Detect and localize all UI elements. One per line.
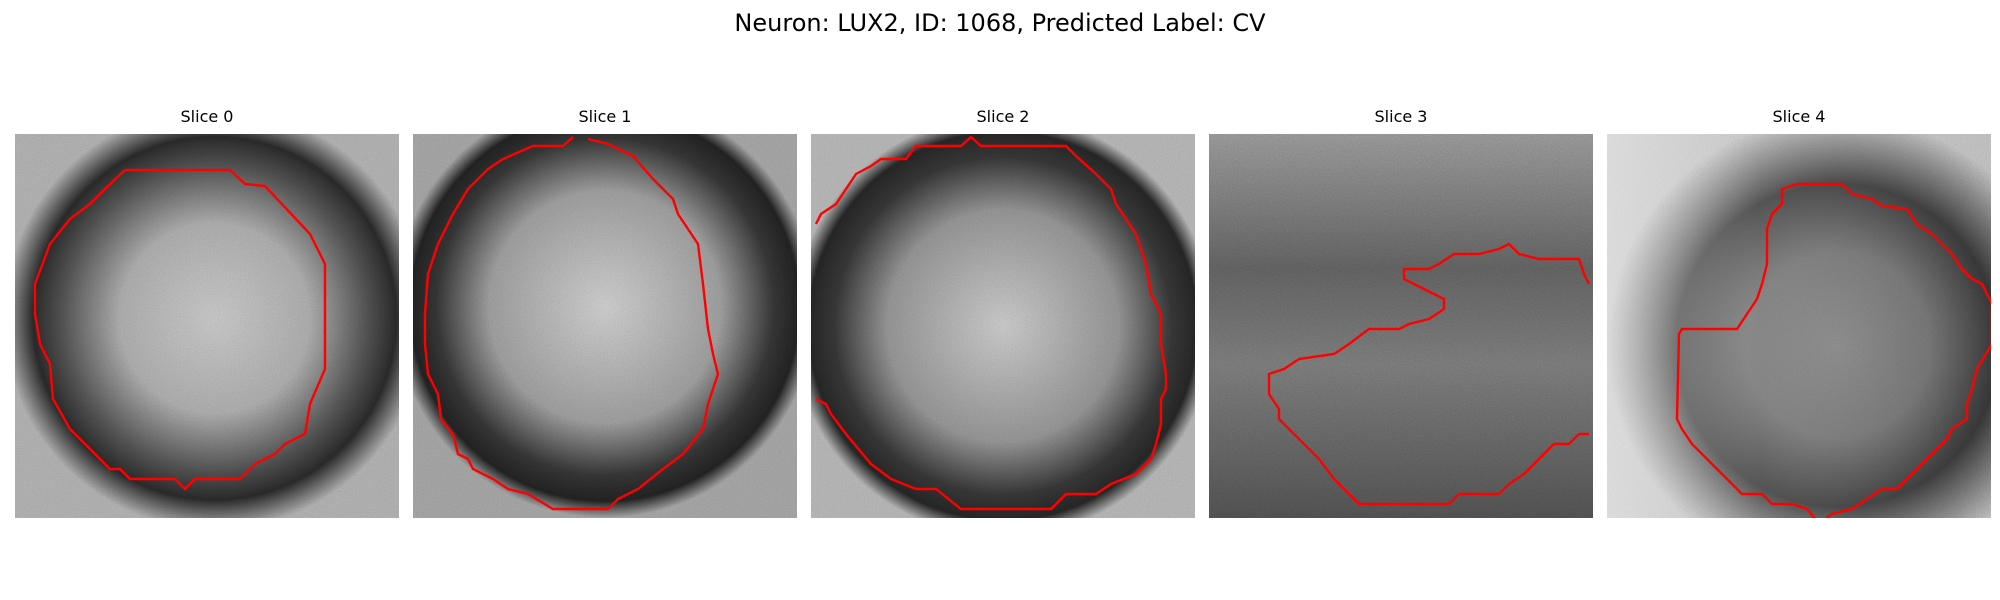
contour-line-1 [423, 136, 720, 511]
slice-panel-2: Slice 2 [811, 106, 1195, 522]
slice-title-2: Slice 2 [976, 107, 1030, 126]
slice-title-3: Slice 3 [1374, 107, 1428, 126]
contour-line-0 [33, 168, 327, 491]
slice-title-1: Slice 1 [578, 107, 632, 126]
slice-panel-4: Slice 4 [1607, 106, 1991, 522]
slice-panel-3: Slice 3 [1209, 106, 1593, 522]
slice-texture-0 [15, 134, 399, 518]
slice-texture-2 [811, 134, 1195, 518]
slice-image-0 [15, 134, 399, 518]
slice-texture-1 [413, 134, 797, 518]
slice-title-0: Slice 0 [180, 107, 234, 126]
slice-image-2 [811, 134, 1195, 518]
slice-image-3 [1209, 134, 1593, 518]
slice-image-4 [1607, 134, 1991, 518]
slice-image-1 [413, 134, 797, 518]
contour-line-4 [1675, 182, 1991, 518]
figure-title: Neuron: LUX2, ID: 1068, Predicted Label:… [734, 9, 1266, 37]
slice-panel-1: Slice 1 [413, 106, 797, 522]
slice-panel-0: Slice 0 [15, 106, 399, 522]
slice-title-4: Slice 4 [1772, 107, 1826, 126]
contour-line-3 [1267, 242, 1591, 506]
contour-line-2 [814, 135, 1168, 511]
slice-texture-3 [1209, 134, 1593, 518]
